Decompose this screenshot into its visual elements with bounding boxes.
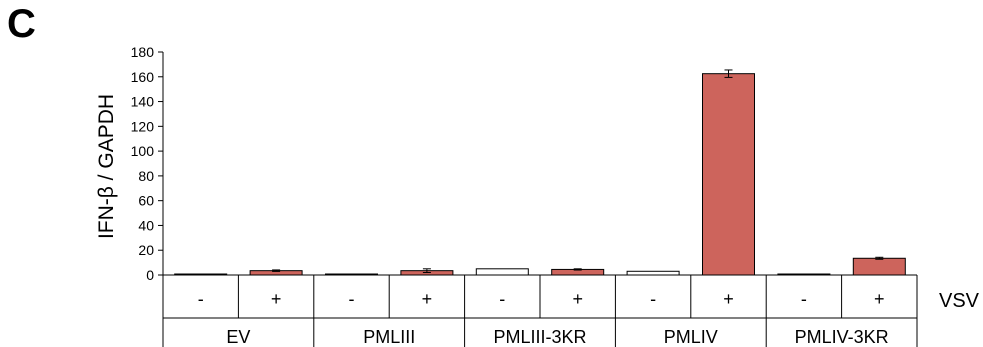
x-tick-label: -: [499, 289, 505, 309]
y-tick-label: 20: [138, 242, 154, 258]
x-tick-label: +: [422, 289, 433, 309]
bar: [852, 257, 906, 276]
bar: [626, 270, 680, 276]
x-tick-label: +: [723, 289, 734, 309]
y-tick-label: 0: [146, 267, 154, 283]
group-label: EV: [226, 327, 250, 347]
y-tick-label: 140: [131, 94, 155, 110]
x-tick-label: +: [874, 289, 885, 309]
group-label: PMLIII-3KR: [493, 327, 586, 347]
y-tick-label: 160: [131, 69, 155, 85]
group-label: PMLIV: [664, 327, 718, 347]
group-label: PMLIV-3KR: [795, 327, 889, 347]
y-axis-label: IFN-β / GAPDH: [95, 94, 118, 239]
panel-letter: C: [7, 2, 36, 46]
y-tick-label: 180: [131, 44, 155, 60]
y-tick-label: 120: [131, 118, 155, 134]
x-tick-label: -: [349, 289, 355, 309]
y-tick-label: 60: [138, 193, 154, 209]
treatment-label: VSV: [939, 290, 980, 312]
x-tick-label: -: [650, 289, 656, 309]
x-tick-label: +: [271, 289, 282, 309]
y-tick-label: 100: [131, 143, 155, 159]
x-tick-label: +: [572, 289, 583, 309]
x-tick-label: -: [198, 289, 204, 309]
group-label: PMLIII: [363, 327, 415, 347]
bar: [702, 73, 755, 276]
bar: [475, 268, 529, 276]
x-tick-label: -: [801, 289, 807, 309]
y-tick-label: 80: [138, 168, 154, 184]
y-tick-label: 40: [138, 217, 154, 233]
